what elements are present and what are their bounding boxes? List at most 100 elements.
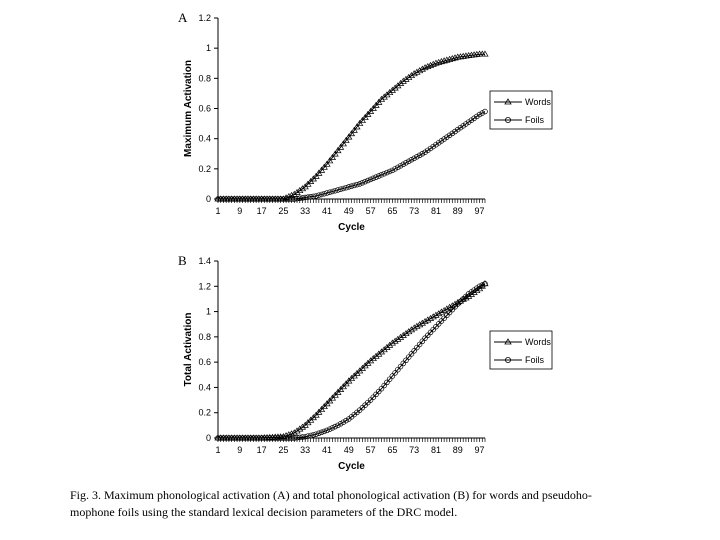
data-point xyxy=(449,306,456,313)
data-point xyxy=(287,191,296,198)
data-point xyxy=(465,291,472,297)
series-foils xyxy=(215,108,488,202)
data-point xyxy=(397,363,404,370)
data-point xyxy=(366,107,375,114)
data-point xyxy=(307,432,314,439)
series-line xyxy=(218,53,485,200)
x-tick-label: 9 xyxy=(237,206,242,216)
data-point xyxy=(481,50,489,57)
data-point xyxy=(399,77,407,84)
data-point xyxy=(418,65,426,72)
data-point xyxy=(348,183,355,189)
data-point xyxy=(305,433,311,439)
data-point xyxy=(307,193,314,200)
x-tick-label: 17 xyxy=(257,445,267,455)
x-tick-label: 65 xyxy=(387,445,397,455)
data-point xyxy=(280,196,287,202)
data-point xyxy=(400,161,407,168)
data-point xyxy=(395,366,401,373)
data-point xyxy=(356,119,364,126)
legend-label: Words xyxy=(525,97,551,107)
data-point xyxy=(298,185,307,192)
panel-label: B xyxy=(178,253,187,268)
data-point xyxy=(351,182,357,189)
data-point xyxy=(470,51,478,58)
data-point xyxy=(446,309,453,316)
data-point xyxy=(332,187,338,194)
data-point xyxy=(298,423,307,430)
data-point xyxy=(414,344,420,351)
data-point xyxy=(444,134,450,140)
x-tick-label: 1 xyxy=(215,445,220,455)
data-point xyxy=(258,196,265,202)
data-point xyxy=(217,435,224,441)
data-point xyxy=(283,196,289,202)
data-point xyxy=(299,195,306,201)
panel-label: A xyxy=(178,10,188,25)
data-point xyxy=(413,68,421,75)
data-point xyxy=(433,323,439,330)
data-point xyxy=(465,119,472,125)
data-point xyxy=(422,335,428,341)
data-point xyxy=(397,163,404,169)
data-point xyxy=(332,423,338,430)
data-point xyxy=(429,313,437,320)
data-point xyxy=(372,101,380,108)
x-tick-label: 33 xyxy=(300,206,310,216)
data-point xyxy=(288,435,295,441)
data-point xyxy=(455,126,461,133)
y-axis-title: Total Activation xyxy=(183,313,194,387)
data-point xyxy=(399,331,407,338)
data-point xyxy=(448,302,456,309)
x-tick-label: 89 xyxy=(453,206,463,216)
legend-box xyxy=(489,330,553,370)
data-point xyxy=(367,397,374,403)
data-point xyxy=(223,435,229,441)
data-point xyxy=(346,184,352,190)
data-point xyxy=(342,136,350,143)
data-point xyxy=(317,166,326,173)
y-tick-label: 0.2 xyxy=(198,164,211,174)
y-tick-label: 1 xyxy=(206,43,211,53)
data-point xyxy=(369,104,377,111)
data-point xyxy=(245,435,251,441)
data-point xyxy=(430,326,436,333)
x-tick-label: 73 xyxy=(409,445,419,455)
data-point xyxy=(410,324,418,331)
data-point xyxy=(305,194,311,200)
data-point xyxy=(335,187,341,193)
data-point xyxy=(476,111,483,118)
data-point xyxy=(402,75,410,82)
data-point xyxy=(226,435,232,441)
data-point xyxy=(294,195,300,202)
data-point xyxy=(405,354,412,360)
data-point xyxy=(320,163,328,170)
x-tick-label: 49 xyxy=(344,445,354,455)
chart-panel-a: A 0 0.2 0.4 0.6 0.8 1 1.2 1 9 17 25 33 41 49 57 65 73 81 89… xyxy=(178,10,553,233)
data-point xyxy=(302,433,308,440)
data-point xyxy=(310,193,317,200)
y-tick-label: 0.6 xyxy=(198,104,211,114)
data-point xyxy=(435,140,442,146)
caption-line-1: Fig. 3. Maximum phonological activation … xyxy=(70,488,592,502)
data-point xyxy=(323,160,331,167)
data-point xyxy=(421,64,429,71)
x-tick-label: 81 xyxy=(431,445,441,455)
data-point xyxy=(275,196,281,202)
data-point xyxy=(237,196,243,202)
data-point xyxy=(242,435,248,441)
data-point xyxy=(277,196,284,202)
data-point xyxy=(220,435,227,441)
data-point xyxy=(269,196,276,202)
data-point xyxy=(239,196,246,202)
data-point xyxy=(326,426,333,432)
x-axis-title: Cycle xyxy=(338,222,365,233)
data-point xyxy=(261,196,268,202)
data-point xyxy=(467,51,475,58)
x-tick-label: 9 xyxy=(237,445,242,455)
data-point xyxy=(392,166,398,172)
data-point xyxy=(373,174,379,180)
data-point xyxy=(247,196,254,202)
data-point xyxy=(422,149,428,155)
data-point xyxy=(414,154,420,160)
